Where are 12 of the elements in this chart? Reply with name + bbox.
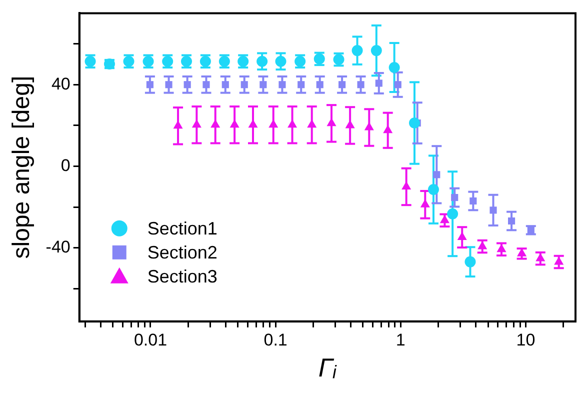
x-tick-label: 0.01 <box>134 330 168 350</box>
legend-label: Section2 <box>147 242 218 262</box>
y-tick-label: 0 <box>60 156 70 175</box>
y-tick-label: 40 <box>51 74 70 94</box>
x-tick-label: 10 <box>516 330 536 350</box>
x-tick-label: 0.1 <box>264 330 288 350</box>
x-tick-label: 1 <box>396 330 406 350</box>
legend-label: Section1 <box>147 218 218 238</box>
y-axis-title: slope angle [deg] <box>8 76 36 259</box>
x-axis-title: Γᵢ <box>318 352 338 383</box>
legend-label: Section3 <box>147 266 218 286</box>
y-tick-label: -40 <box>46 238 70 257</box>
